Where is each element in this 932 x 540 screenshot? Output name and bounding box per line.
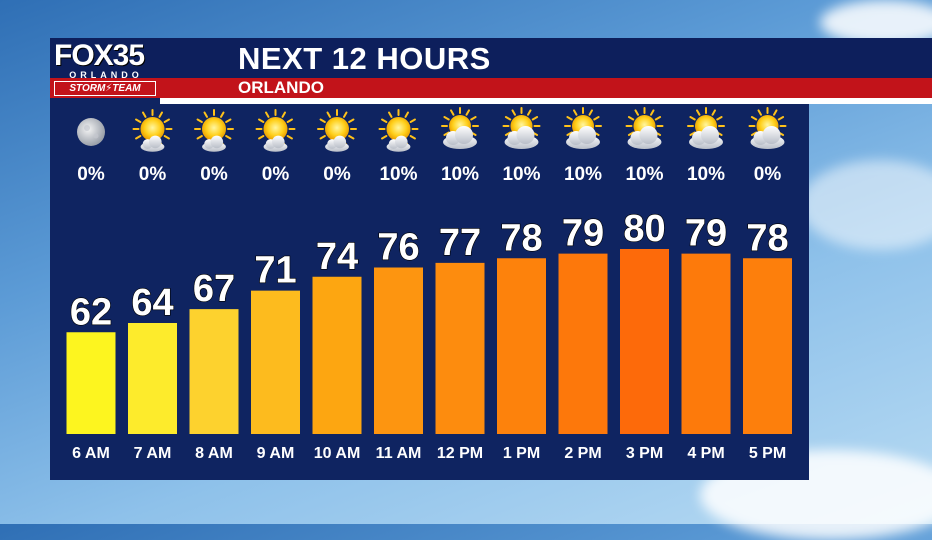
header-bar: [50, 38, 932, 78]
logo-city: ORLANDO: [69, 70, 143, 80]
location-bar: [50, 78, 932, 98]
hourly-forecast-chart: 0% 0% 0% 0% 0% 10% 10% 10% 10% 10% 10% 0% 62 64 67 71 7…: [66, 107, 792, 462]
temperature-bar: [620, 249, 669, 434]
partly-cloudy-icon: [748, 107, 787, 149]
precip-chance-label: 0%: [77, 164, 105, 185]
hour-label: 10 AM: [314, 445, 361, 462]
cloud: [820, 0, 932, 45]
precip-chance-label: 0%: [262, 164, 290, 185]
sun-icon: [132, 109, 173, 152]
page-title: NEXT 12 HOURS: [238, 41, 491, 76]
temperature-bar: [681, 253, 731, 434]
hour-label: 1 PM: [503, 445, 540, 462]
moon-icon: [77, 118, 105, 146]
precip-chance-label: 10%: [687, 164, 725, 185]
hour-label: 6 AM: [72, 445, 110, 462]
precip-chance-label: 0%: [139, 164, 167, 185]
sun-icon: [255, 109, 296, 152]
hour-label: 7 AM: [134, 445, 172, 462]
precip-chance-label: 10%: [625, 164, 663, 185]
precip-chance-label: 10%: [564, 164, 602, 185]
temperature-bar: [251, 290, 300, 434]
partly-cloudy-icon: [625, 107, 664, 149]
temperature-bar: [128, 323, 177, 434]
temperature-bar: [189, 309, 239, 434]
sun-icon: [317, 109, 357, 152]
temperature-bar: [66, 332, 116, 434]
temperature-value-label: 78: [500, 217, 542, 259]
logo-brand: FOX35: [54, 39, 145, 72]
hour-label: 2 PM: [564, 445, 601, 462]
precip-chance-label: 10%: [379, 164, 417, 185]
temperature-value-label: 76: [377, 227, 419, 269]
hour-label: 11 AM: [376, 445, 422, 462]
temperature-bar: [743, 258, 792, 434]
temperature-value-label: 71: [254, 250, 296, 292]
hour-label: 9 AM: [257, 445, 295, 462]
temperature-value-label: 64: [131, 282, 173, 324]
temperature-bar: [435, 262, 485, 434]
temperature-value-label: 62: [70, 291, 112, 333]
location-label: ORLANDO: [238, 78, 324, 97]
partly-cloudy-icon: [502, 107, 541, 149]
precip-chance-label: 0%: [754, 164, 782, 185]
precip-chance-label: 0%: [200, 164, 228, 185]
hour-label: 3 PM: [626, 445, 663, 462]
partly-cloudy-icon: [564, 107, 602, 149]
hour-label: 4 PM: [687, 445, 724, 462]
temperature-value-label: 80: [623, 208, 665, 250]
station-logo: FOX35 ORLANDO STORM⚡TEAM: [52, 40, 158, 98]
temperature-bar: [374, 267, 423, 434]
precip-chance-label: 10%: [502, 164, 540, 185]
sun-icon: [378, 109, 419, 152]
temperature-value-label: 77: [439, 222, 481, 264]
cloud: [800, 160, 932, 250]
temperature-value-label: 78: [746, 217, 788, 259]
temperature-value-label: 79: [562, 213, 604, 255]
temperature-bar: [497, 258, 546, 434]
hour-label: 12 PM: [437, 445, 483, 462]
hour-label: 8 AM: [195, 445, 233, 462]
precip-chance-label: 10%: [441, 164, 479, 185]
sun-icon: [194, 109, 234, 152]
temperature-value-label: 79: [685, 213, 727, 255]
temperature-value-label: 67: [193, 268, 235, 310]
divider-line: [160, 98, 932, 104]
partly-cloudy-icon: [441, 107, 479, 149]
temperature-bar: [312, 276, 362, 434]
partly-cloudy-icon: [687, 107, 725, 149]
temperature-bar: [558, 253, 608, 434]
logo-team: STORM⚡TEAM: [54, 81, 156, 96]
hour-label: 5 PM: [749, 445, 786, 462]
precip-chance-label: 0%: [323, 164, 351, 185]
temperature-value-label: 74: [316, 236, 358, 278]
